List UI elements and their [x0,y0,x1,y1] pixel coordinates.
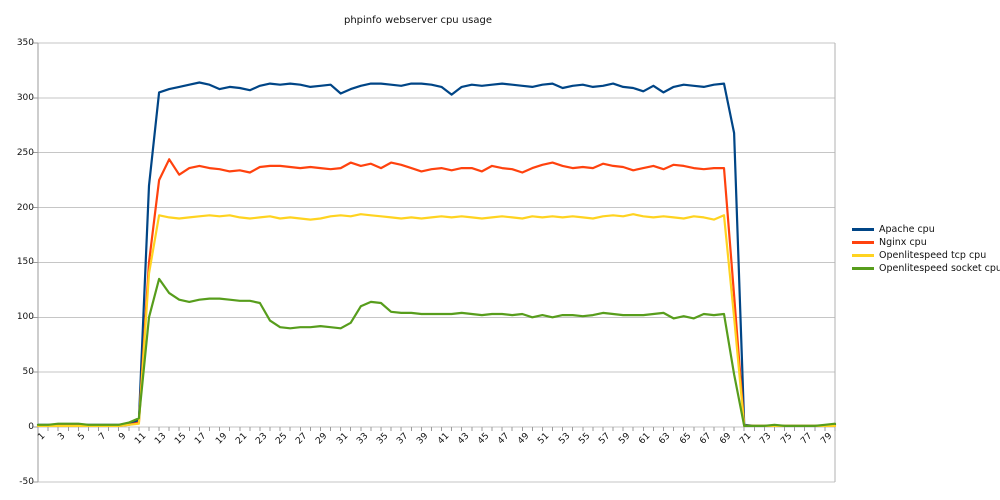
legend-item-openlitespeed-tcp-cpu: Openlitespeed tcp cpu [852,249,1000,262]
legend-item-nginx-cpu: Nginx cpu [852,236,1000,249]
legend-item-apache-cpu: Apache cpu [852,223,1000,236]
y-axis-label-300: 300 [16,92,34,103]
y-axis-label-250: 250 [16,147,34,158]
y-axis-label-150: 150 [16,257,34,268]
legend-label: Openlitespeed tcp cpu [879,250,987,261]
series-line-apache-cpu [36,81,837,427]
legend: Apache cpu Nginx cpu Openlitespeed tcp cpu… [852,223,1000,275]
y-axis-label--50: -50 [19,476,34,487]
series-line-openlitespeed-tcp-cpu [36,213,837,427]
legend-label: Apache cpu [879,224,935,235]
chart-title: phpinfo webserver cpu usage [343,15,493,26]
y-axis-label-100: 100 [16,312,34,323]
y-axis-label-0: 0 [28,422,34,432]
legend-label: Openlitespeed socket cpu [879,263,1000,274]
y-axis-label-50: 50 [22,367,34,378]
y-axis-label-350: 350 [16,38,34,48]
legend-swatch-icon [852,267,874,270]
legend-label: Nginx cpu [879,237,927,248]
y-axis-label-200: 200 [16,202,34,213]
legend-swatch-icon [852,241,874,244]
legend-swatch-icon [852,254,874,257]
series-line-openlitespeed-socket-cpu [36,277,837,427]
series-line-nginx-cpu [36,158,837,427]
legend-swatch-icon [852,228,874,231]
legend-item-openlitespeed-socket-cpu: Openlitespeed socket cpu [852,262,1000,275]
